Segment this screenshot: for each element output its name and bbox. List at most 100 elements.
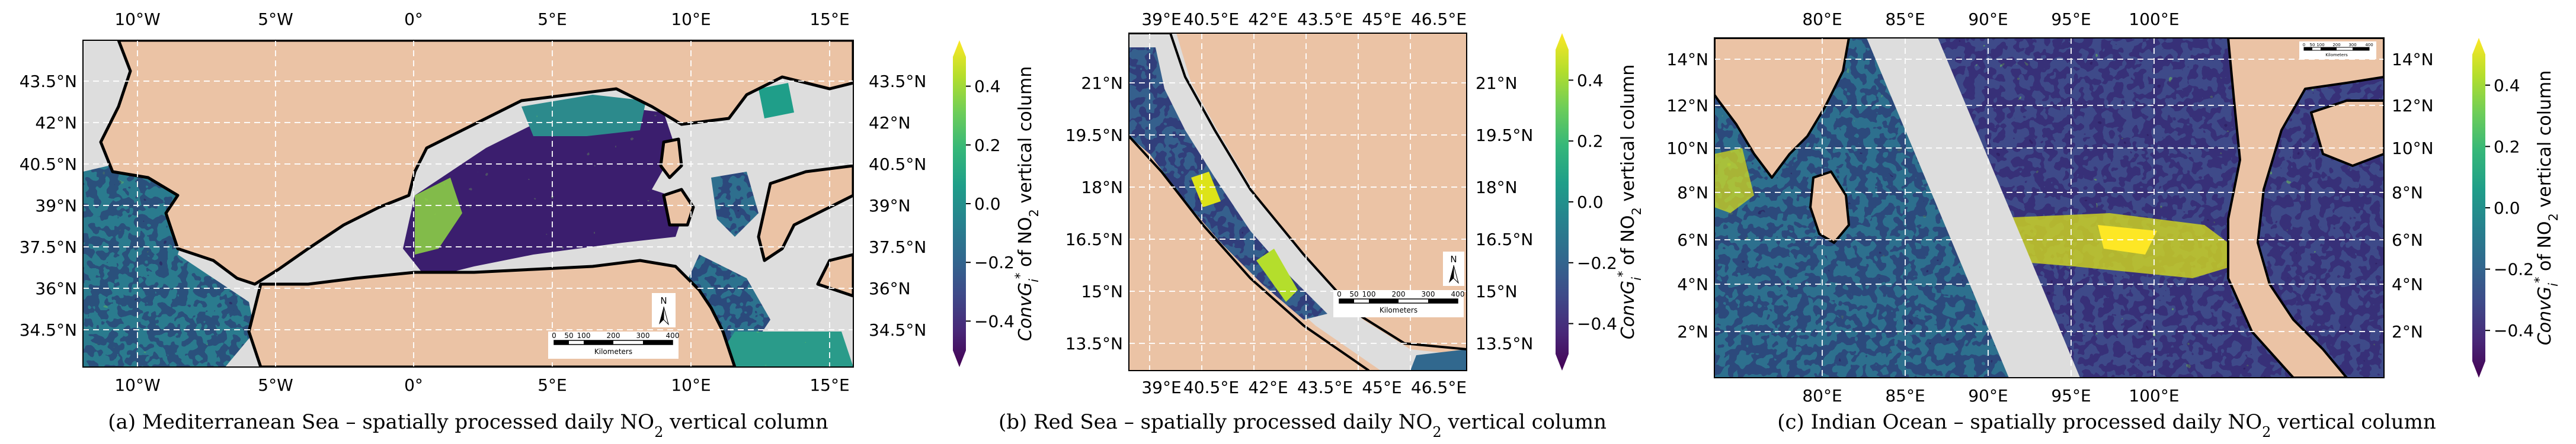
lon-b-bottom-4: 45°E: [1362, 378, 1401, 397]
grid-a: [83, 40, 853, 367]
colorbar-c-label: ConvGi* of NO2 vertical column: [2532, 70, 2561, 345]
scalebar-b-unit: Kilometers: [1380, 306, 1417, 314]
colorbar-b-label: ConvGi* of NO2 vertical column: [1615, 65, 1644, 339]
lat-c-right-4: 6°N: [2392, 230, 2423, 250]
lat-c-right-5: 4°N: [2392, 275, 2423, 294]
grid-c: [1714, 38, 2384, 378]
scalebar-b-tick-0: 0: [1337, 290, 1342, 298]
scalebar-b-tick-5: 400: [1451, 290, 1465, 298]
lon-c-top-3: 95°E: [2051, 9, 2091, 29]
lon-c-bottom-3: 95°E: [2051, 386, 2091, 406]
colorbar-b-gradient: [1556, 33, 1569, 371]
scalebar-b-tick-4: 300: [1422, 290, 1435, 298]
lon-a-bottom-5: 15°E: [809, 375, 849, 395]
lat-a-left-4: 37.5°N: [20, 237, 77, 257]
lon-b-top-1: 40.5°E: [1183, 9, 1239, 29]
lat-c-right-3: 8°N: [2392, 183, 2423, 202]
lat-b-left-1: 19.5°N: [1065, 126, 1123, 145]
lon-a-bottom-4: 10°E: [671, 375, 711, 395]
colorbar-b-tick-label: −0.4: [1577, 314, 1617, 334]
swath-gap-c: [1867, 38, 2080, 378]
scalebar-a-tick-0: 0: [552, 332, 556, 340]
panel-mediterranean: 0 50 100 200 300 400 Kilometers N: [20, 9, 927, 395]
scalebar-b-tick-1: 50: [1349, 290, 1358, 298]
lat-c-left-0: 14°N: [1666, 50, 1708, 69]
lat-b-left-4: 15°N: [1081, 282, 1123, 301]
lat-a-left-1: 42°N: [35, 113, 77, 133]
lon-a-bottom-3: 5°E: [537, 375, 567, 395]
lat-b-left-0: 21°N: [1081, 73, 1123, 93]
colorbar-a: 0.4 0.2 0.0 −0.2 −0.4 ConvGi* of NO2 vertical…: [953, 40, 1041, 367]
colorbar-b: 0.4 0.2 0.0 −0.2 −0.4 ConvGi* of NO2 vertical…: [1556, 33, 1644, 371]
lon-a-bottom-2: 0°: [404, 375, 423, 395]
lon-a-top-0: 10°W: [114, 9, 160, 29]
lat-a-right-6: 34.5°N: [869, 320, 926, 340]
lat-a-right-3: 39°N: [869, 196, 911, 215]
colorbar-c: 0.4 0.2 0.0 −0.2 −0.4 ConvGi* of NO2 vertical…: [2472, 38, 2561, 378]
colorbars: 0.40.20.0−0.2−0.4 ConvGi* of NO2 vertical…: [953, 33, 2561, 378]
colorbar-c-gradient: [2472, 38, 2485, 378]
panel-indian-ocean: 0 50 100 200 300 400 Kilometers 80°E 85°…: [1666, 9, 2433, 406]
scalebar-c-tick-4: 300: [2348, 43, 2356, 47]
scalebar-b-tick-2: 100: [1362, 290, 1376, 298]
lon-b-bottom-3: 43.5°E: [1297, 378, 1353, 397]
colorbar-c-tick-label: 0.2: [2494, 137, 2520, 156]
lat-b-right-0: 21°N: [1476, 73, 1518, 93]
lon-labels-a: 10°W 5°W 0° 5°E 10°E 15°E 10°W 5°W 0° 5°…: [114, 9, 849, 395]
lat-c-left-2: 10°N: [1666, 139, 1708, 158]
coastline-b-west: [1129, 135, 1370, 371]
lat-c-left-5: 4°N: [1677, 275, 1708, 294]
scalebar-a: 0 50 100 200 300 400 Kilometers: [548, 332, 679, 359]
lat-a-left-0: 43.5°N: [20, 72, 77, 91]
scalebar-b: 0 50 100 200 300 400 Kilometers: [1333, 290, 1464, 317]
lon-c-top-0: 80°E: [1802, 9, 1842, 29]
scalebar-b-tick-3: 200: [1392, 290, 1406, 298]
lon-a-top-4: 10°E: [671, 9, 711, 29]
colorbar-a-tick-label: −0.4: [974, 311, 1015, 331]
lat-c-left-4: 6°N: [1677, 230, 1708, 250]
scalebar-a-tick-1: 50: [564, 332, 573, 340]
scalebar-c-tick-1: 50: [2310, 43, 2315, 47]
lon-b-top-3: 43.5°E: [1297, 9, 1353, 29]
colorbar-a-tick-label: 0.0: [974, 194, 1001, 214]
lat-b-right-2: 18°N: [1476, 178, 1518, 197]
lon-c-bottom-4: 100°E: [2129, 386, 2179, 406]
colorbar-a-tick-label: 0.4: [974, 77, 1001, 96]
no2-data-b: [1129, 47, 1467, 371]
map-b: 0 50 100 200 300 400 Kilometers N: [1128, 33, 1467, 371]
lat-a-right-4: 37.5°N: [869, 237, 926, 257]
lat-c-left-6: 2°N: [1677, 322, 1708, 342]
captions: (a) Mediterranean Sea – spatially proces…: [108, 410, 2436, 440]
colorbar-c-tick-label: −0.2: [2494, 260, 2534, 279]
land-a: [99, 40, 853, 367]
lon-b-bottom-0: 39°E: [1141, 378, 1181, 397]
lat-a-right-0: 43.5°N: [869, 72, 926, 91]
colorbar-c-tick-label: 0.0: [2494, 198, 2520, 218]
colorbar-a-gradient: [953, 40, 966, 367]
lon-b-top-5: 46.5°E: [1411, 9, 1467, 29]
map-c-frame: [1714, 37, 2385, 378]
lat-b-left-2: 18°N: [1081, 178, 1123, 197]
lon-c-bottom-1: 85°E: [1885, 386, 1925, 406]
lon-b-bottom-5: 46.5°E: [1411, 378, 1467, 397]
lat-b-right-3: 16.5°N: [1476, 230, 1533, 249]
lon-b-bottom-1: 40.5°E: [1183, 378, 1239, 397]
lat-labels-b: 21°N 19.5°N 18°N 16.5°N 15°N 13.5°N 21°N…: [1065, 73, 1534, 353]
lat-b-right-4: 15°N: [1476, 282, 1518, 301]
lat-a-left-3: 39°N: [35, 196, 77, 215]
lat-b-right-5: 13.5°N: [1476, 334, 1533, 353]
lon-b-bottom-2: 42°E: [1248, 378, 1288, 397]
lat-c-right-6: 2°N: [2392, 322, 2423, 342]
colorbar-a-tick-label: 0.2: [974, 136, 1001, 155]
colorbar-c-tick-label: −0.4: [2494, 321, 2534, 340]
lat-a-left-5: 36°N: [35, 279, 77, 298]
panel-red-sea: 0 50 100 200 300 400 Kilometers N: [1065, 9, 1534, 397]
north-arrow-a-icon: N: [652, 293, 676, 327]
colorbar-c-tick-label: 0.4: [2494, 76, 2520, 95]
scalebar-a-tick-3: 200: [607, 332, 620, 340]
lat-a-left-2: 40.5°N: [20, 155, 77, 174]
lon-a-top-3: 5°E: [537, 9, 567, 29]
map-c: 0 50 100 200 300 400 Kilometers: [1714, 37, 2385, 378]
caption-a: (a) Mediterranean Sea – spatially proces…: [108, 410, 828, 440]
